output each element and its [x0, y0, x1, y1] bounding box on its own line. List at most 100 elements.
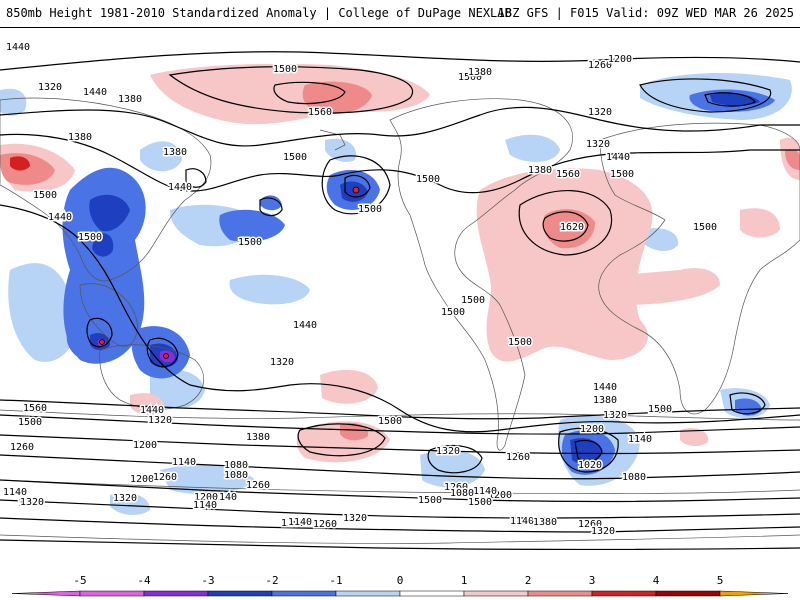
contour-label-1260: 1260	[588, 60, 612, 71]
contour-label-1500: 1500	[418, 495, 442, 506]
contour-label-1380: 1380	[246, 432, 270, 443]
contour-label-1500: 1500	[273, 64, 297, 75]
anomaly-map: 1440138013201440150015601380138014401500…	[0, 40, 800, 580]
colorbar-tick-label: 2	[525, 574, 532, 587]
contour-labels: 1440138013201440150015601380138014401500…	[1, 41, 718, 539]
contour-label-1320: 1320	[113, 493, 137, 504]
contour-label-1380: 1380	[528, 165, 552, 176]
colorbar-swatch	[527, 590, 593, 597]
contour-label-1260: 1260	[506, 452, 530, 463]
contour-label-1080: 1080	[450, 488, 474, 499]
contour-label-1380: 1380	[593, 395, 617, 406]
contour-label-1080: 1080	[224, 460, 248, 471]
contour-label-1500: 1500	[610, 169, 634, 180]
colorbar-tick-label: -2	[265, 574, 278, 587]
contour-label-1500: 1500	[648, 404, 672, 415]
contour-label-1500: 1500	[78, 232, 102, 243]
contour-label-1500: 1500	[441, 307, 465, 318]
colorbar-swatch	[207, 590, 273, 597]
contour-label-1140: 1140	[510, 516, 534, 527]
contour-label-1500: 1500	[18, 417, 42, 428]
contour-label-1200: 1200	[281, 518, 305, 529]
colorbar-tick-label: 5	[717, 574, 724, 587]
contour-label-1440: 1440	[6, 42, 30, 53]
colorbar-swatch	[335, 590, 401, 597]
colorbar-swatch	[79, 590, 145, 597]
contour-label-1080: 1080	[224, 470, 248, 481]
contour-label-1260: 1260	[313, 519, 337, 530]
contour-label-1500: 1500	[378, 416, 402, 427]
contour-label-1440: 1440	[83, 87, 107, 98]
colorbar-swatch	[719, 590, 789, 597]
contour-label-1140: 1140	[628, 434, 652, 445]
contour-label-1260: 1260	[153, 472, 177, 483]
contour-label-1200: 1200	[194, 492, 218, 503]
height-contours	[0, 51, 800, 551]
contour-label-1140: 1140	[288, 517, 312, 528]
colorbar-tick-label: 3	[589, 574, 596, 587]
contour-label-1140: 1140	[193, 500, 217, 511]
contour-label-1140: 1140	[473, 486, 497, 497]
contour-label-1320: 1320	[20, 497, 44, 508]
contour-label-1140: 1140	[3, 487, 27, 498]
contour-label-1140: 1140	[213, 492, 237, 503]
contour-label-1320: 1320	[586, 139, 610, 150]
contour-label-1320: 1320	[436, 446, 460, 457]
contour-label-1500: 1500	[693, 222, 717, 233]
contour-label-1380: 1380	[18, 498, 42, 509]
storm-centers	[99, 186, 360, 359]
colorbar-swatches	[11, 590, 789, 597]
map-title: 850mb Height 1981-2010 Standardized Anom…	[6, 6, 512, 20]
contour-label-1380: 1380	[163, 147, 187, 158]
contour-label-1380: 1380	[533, 517, 557, 528]
title-bar: 850mb Height 1981-2010 Standardized Anom…	[0, 0, 800, 28]
contour-label-1320: 1320	[591, 526, 615, 537]
contour-label-1380: 1380	[118, 94, 142, 105]
contour-label-1320: 1320	[148, 415, 172, 426]
colorbar-swatch	[399, 590, 465, 597]
anomaly-colorbar: -5 -4 -3 -2 -1 0 1 2 3 4 5	[11, 574, 789, 597]
colorbar-swatch	[271, 590, 337, 597]
contour-label-1320: 1320	[270, 357, 294, 368]
contour-label-1200: 1200	[488, 490, 512, 501]
colorbar-tick-label: 1	[461, 574, 468, 587]
contour-label-1440: 1440	[168, 182, 192, 193]
contour-label-1080: 1080	[622, 472, 646, 483]
contour-label-1260: 1260	[578, 519, 602, 530]
anomaly-shading	[0, 63, 800, 515]
contour-label-1260: 1260	[246, 480, 270, 491]
colorbar-swatch	[11, 590, 81, 597]
contour-label-1260: 1260	[10, 442, 34, 453]
contour-label-1560: 1560	[23, 403, 47, 414]
contour-label-1200: 1200	[580, 424, 604, 435]
colorbar-tick-label: -4	[137, 574, 151, 587]
contour-label-1140: 1140	[172, 457, 196, 468]
contour-label-1440: 1440	[140, 405, 164, 416]
contour-label-1200: 1200	[133, 440, 157, 451]
contour-label-1320: 1320	[38, 82, 62, 93]
contour-label-1020: 1020	[578, 460, 602, 471]
colorbar-swatch	[591, 590, 657, 597]
contour-label-1380: 1380	[68, 132, 92, 143]
contour-label-1500: 1500	[508, 337, 532, 348]
contour-label-1200: 1200	[130, 474, 154, 485]
colorbar-tick-label: -1	[329, 574, 342, 587]
contour-label-1500: 1500	[458, 72, 482, 83]
contour-label-1560: 1560	[556, 169, 580, 180]
contour-label-1440: 1440	[593, 382, 617, 393]
contour-label-1500: 1500	[461, 295, 485, 306]
colorbar-swatch	[655, 590, 721, 597]
contour-label-1560: 1560	[308, 107, 332, 118]
colorbar-tick-label: -3	[201, 574, 214, 587]
contour-label-1500: 1500	[468, 497, 492, 508]
contour-label-1500: 1500	[238, 237, 262, 248]
contour-label-1380: 1380	[468, 67, 492, 78]
contour-label-1620: 1620	[560, 222, 584, 233]
contour-label-1440: 1440	[293, 320, 317, 331]
contour-label-1320: 1320	[343, 513, 367, 524]
colorbar-tick-label: 0	[397, 574, 404, 587]
contour-label-1200: 1200	[608, 54, 632, 65]
contour-label-1500: 1500	[33, 190, 57, 201]
colorbar-tick-label: 4	[653, 574, 660, 587]
colorbar-swatch	[143, 590, 209, 597]
